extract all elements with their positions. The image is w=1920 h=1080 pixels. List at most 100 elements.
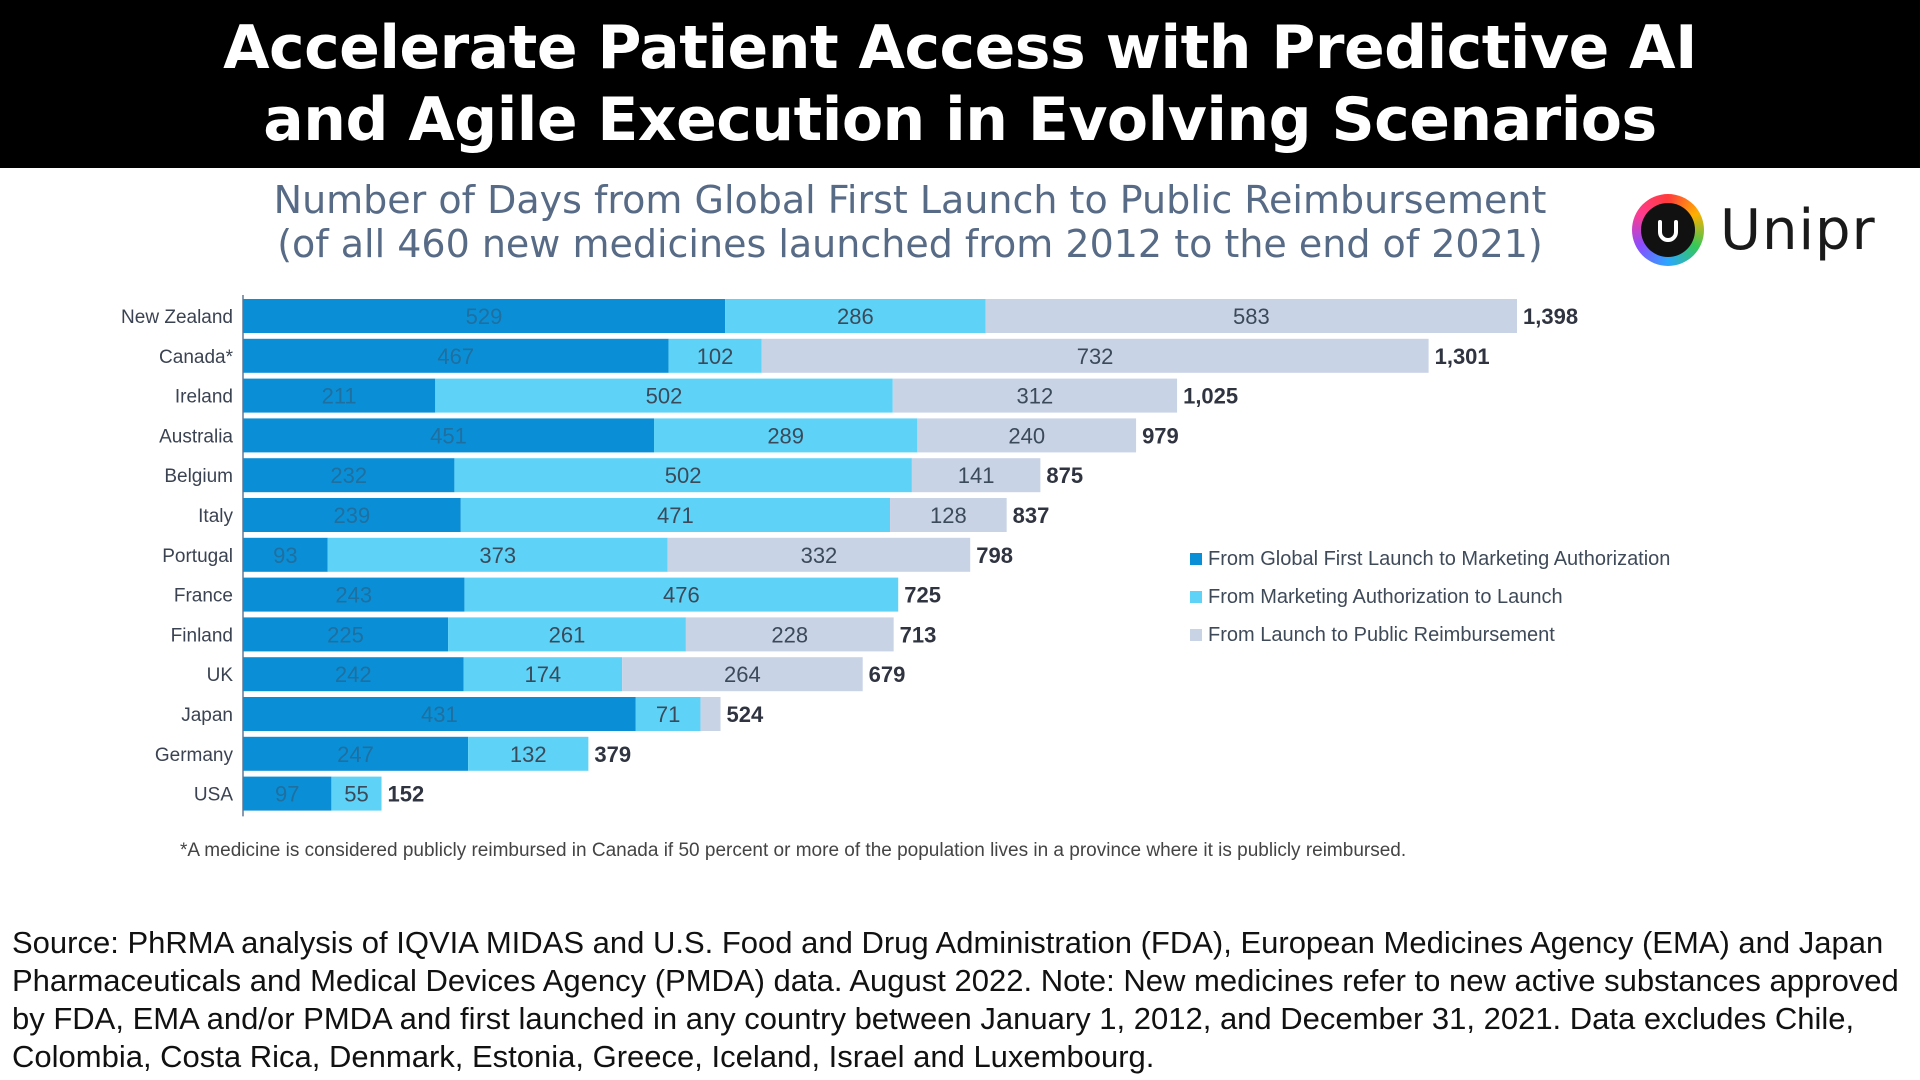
data-label: 102	[697, 344, 734, 369]
bar-segment	[463, 657, 623, 692]
title-banner: Accelerate Patient Access with Predictiv…	[0, 0, 1920, 168]
total-label: 379	[594, 742, 631, 767]
total-label: 725	[904, 583, 941, 608]
data-label: 71	[656, 702, 680, 727]
data-label: 529	[466, 304, 503, 329]
bar-segment	[243, 657, 464, 692]
source-note: Source: PhRMA analysis of IQVIA MIDAS an…	[12, 925, 1899, 1074]
bar-segment	[243, 498, 461, 532]
total-label: 837	[1013, 503, 1050, 528]
legend-item-2: From Marketing Authorization to Launch	[1190, 578, 1670, 616]
bar-segment	[468, 736, 589, 771]
bar-segment	[761, 338, 1429, 373]
chart-subtitle: (of all 460 new medicines launched from …	[277, 222, 1543, 266]
category-label: UK	[207, 665, 234, 686]
bar-segment	[464, 577, 899, 612]
bar-segment	[668, 338, 762, 373]
category-label: Italy	[198, 506, 233, 527]
total-label: 979	[1142, 423, 1179, 448]
data-label: 247	[337, 742, 374, 767]
category-label: Germany	[155, 745, 234, 766]
data-label: 732	[1077, 344, 1114, 369]
legend-label-3: From Launch to Public Reimbursement	[1208, 623, 1555, 646]
legend-label-1: From Global First Launch to Marketing Au…	[1208, 547, 1671, 570]
bar-segment	[243, 338, 669, 373]
bar-segment	[985, 299, 1517, 333]
bar-segment	[243, 736, 469, 771]
category-label: Finland	[171, 625, 233, 646]
category-label: USA	[194, 785, 233, 806]
category-label: Australia	[159, 426, 233, 447]
category-label: Japan	[181, 705, 233, 726]
logo-text: Unipr	[1720, 197, 1876, 263]
bar-segment	[331, 776, 382, 811]
data-label: 93	[273, 543, 297, 568]
data-label: 312	[1017, 384, 1054, 409]
total-label: 524	[727, 702, 764, 727]
legend-swatch-3	[1190, 629, 1202, 641]
bar-segment	[327, 537, 668, 572]
data-label: 431	[421, 702, 458, 727]
legend-swatch-1	[1190, 553, 1202, 565]
data-label: 225	[327, 622, 364, 647]
bar-segment	[448, 617, 686, 652]
legend-item-1: From Global First Launch to Marketing Au…	[1190, 540, 1670, 578]
chart-title: Number of Days from Global First Launch …	[273, 178, 1547, 222]
total-label: 1,025	[1183, 384, 1238, 409]
data-label: 583	[1233, 304, 1270, 329]
bar-segment	[243, 378, 436, 413]
category-label: France	[174, 586, 233, 607]
data-label: 174	[524, 662, 561, 687]
bar-segment	[917, 418, 1137, 453]
data-label: 211	[322, 384, 357, 409]
total-label: 679	[869, 662, 906, 687]
bar-segment	[890, 498, 1007, 532]
bar-segment	[243, 418, 654, 453]
bar-segment	[653, 418, 918, 453]
bar-segment	[243, 577, 465, 612]
chart-title-block: Number of Days from Global First Launch …	[200, 178, 1620, 266]
data-label: 476	[663, 583, 700, 608]
banner-title-line-1: Accelerate Patient Access with Predictiv…	[223, 13, 1697, 83]
bar-segment	[911, 458, 1041, 493]
data-label: 451	[430, 423, 467, 448]
data-label: 240	[1008, 423, 1045, 448]
data-label: 243	[335, 583, 372, 608]
banner-title-line-2: and Agile Execution in Evolving Scenario…	[263, 85, 1657, 155]
bar-segment	[635, 697, 701, 731]
bar-segment	[892, 378, 1178, 413]
bar-segment	[243, 458, 455, 493]
category-label: Ireland	[175, 387, 233, 408]
data-label: 242	[335, 662, 372, 687]
data-label: 128	[930, 503, 967, 528]
bar-segment	[435, 378, 893, 413]
bar-segment	[243, 299, 726, 333]
data-label: 467	[437, 344, 474, 369]
bar-segment	[454, 458, 912, 493]
data-label: 97	[275, 782, 299, 807]
total-label: 798	[976, 543, 1013, 568]
data-label: 141	[958, 463, 995, 488]
bar-segment	[460, 498, 891, 532]
bar-segment	[243, 617, 449, 652]
legend-label-2: From Marketing Authorization to Launch	[1208, 585, 1563, 608]
total-label: 1,398	[1523, 304, 1578, 329]
category-label: New Zealand	[121, 307, 233, 328]
bar-segment	[700, 697, 721, 731]
bar-segment	[243, 776, 332, 811]
data-label: 228	[771, 622, 808, 647]
bar-segment	[667, 537, 971, 572]
category-label: Belgium	[164, 466, 233, 487]
bar-segment	[685, 617, 894, 652]
data-label: 332	[801, 543, 838, 568]
category-label: Portugal	[162, 546, 233, 567]
total-label: 875	[1046, 463, 1083, 488]
bar-segment	[622, 657, 863, 692]
bar-segment	[243, 697, 636, 731]
data-label: 239	[334, 503, 371, 528]
category-label: Canada*	[159, 347, 234, 368]
chart-footnote: *A medicine is considered publicly reimb…	[180, 840, 1407, 861]
data-label: 55	[344, 782, 368, 807]
total-label: 713	[900, 622, 937, 647]
data-label: 261	[549, 622, 586, 647]
